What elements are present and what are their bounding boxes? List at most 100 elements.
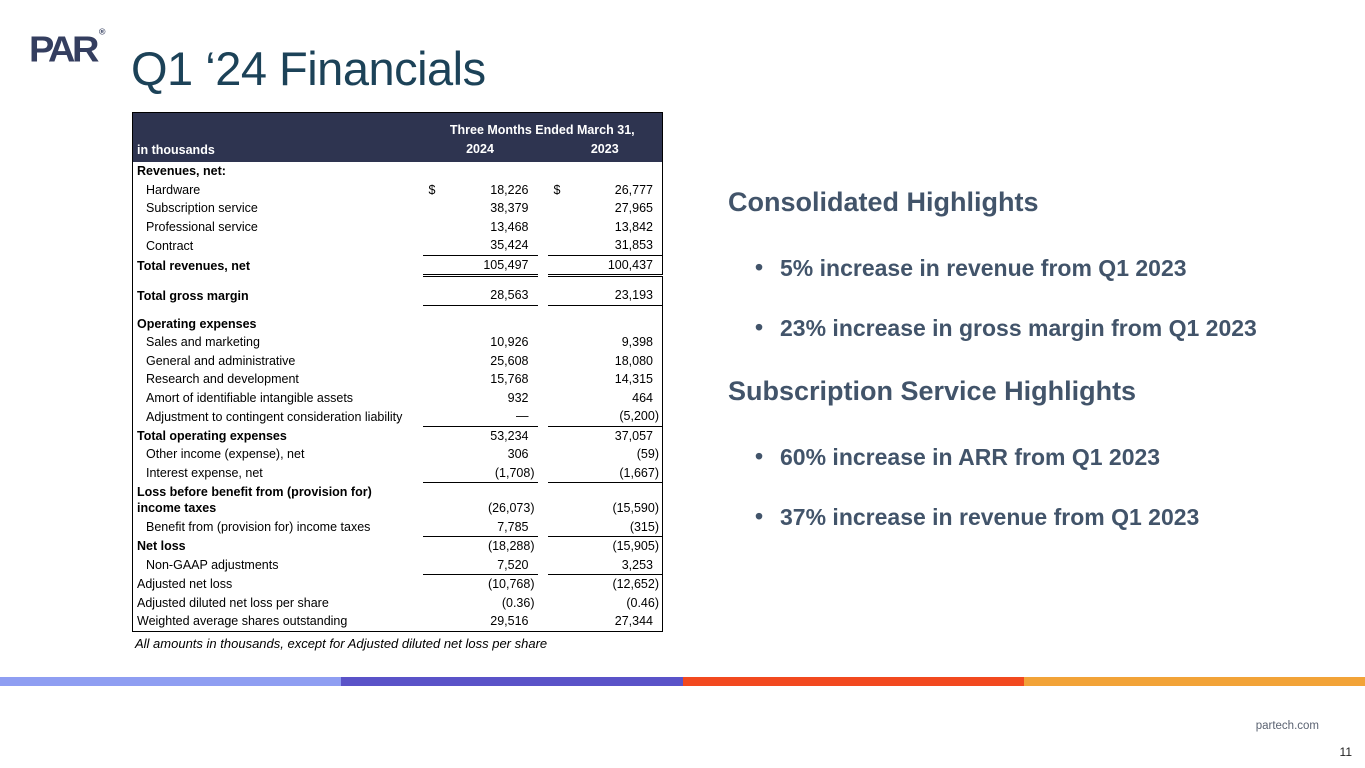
row-label: Weighted average shares outstanding [137,614,348,628]
highlight-bullet: • 5% increase in revenue from Q1 2023 [755,254,1187,281]
column-gutter [538,305,548,333]
highlight-section: Subscription Service Highlights • 60% incr… [728,375,1340,531]
table-row: Operating expenses [133,305,663,333]
header-spacer [132,112,423,140]
column-gutter [538,352,548,371]
row-value: 464 [632,390,653,405]
column-gutter [538,218,548,237]
column-gutter [538,612,548,631]
highlight-heading: Subscription Service Highlights [728,376,1137,406]
table-header: Three Months Ended March 31, in thousand… [132,112,663,162]
row-label: Total operating expenses [137,428,287,443]
table-row: Contract 35,424 31,853 [133,236,663,256]
row-label: Revenues, net: [137,164,226,178]
column-gutter [538,445,548,464]
highlight-bullet: • 23% increase in gross margin from Q1 20… [755,314,1257,341]
stripe-segment-3 [682,677,1024,686]
row-value: 23,193 [547,275,663,306]
bullet-icon: • [755,443,764,469]
row-label: Professional service [146,219,258,234]
row-label: Sales and marketing [146,335,260,349]
column-gutter [538,181,548,200]
row-value: $18,226 [428,182,529,197]
accent-stripe [0,677,1365,686]
table-row: Adjusted diluted net loss per share (0.36… [133,594,663,613]
row-value: 13,842 [614,219,653,234]
highlight-section: Consolidated Highlights • 5% increase in r… [728,186,1340,342]
stripe-segment-2 [341,677,683,686]
row-value: (18,288) [487,539,535,553]
row-value: (1,708) [422,463,538,483]
table-row: Sales and marketing 10,926 9,398 [133,333,663,352]
row-label: Net loss [137,539,186,553]
bullet-icon: • [755,314,764,340]
row-label: Loss before benefit from (provision for)… [137,484,372,516]
table-row: Total gross margin 28,563 23,193 [133,275,663,306]
row-value: (315) [547,517,663,537]
row-value: 27,965 [614,201,653,215]
column-gutter [538,333,548,352]
dollar-sign: $ [553,182,561,197]
row-label: Contract [146,238,194,253]
website-link[interactable]: partech.com [1255,720,1319,732]
row-value: 18,080 [614,353,653,368]
row-value: (26,073) [487,501,535,515]
column-gutter [538,594,548,613]
unit-label: in thousands [132,139,423,162]
row-value: 38,379 [490,201,529,215]
column-gutter [538,162,548,181]
row-label: Adjustment to contingent consideration l… [146,409,403,424]
row-label: Total gross margin [137,288,249,303]
par-logo-text: PAR [29,29,99,71]
row-label: Operating expenses [137,316,257,331]
row-label: General and administrative [146,353,296,368]
row-value: $26,777 [553,182,654,197]
page-number: 11 [1339,745,1352,759]
row-label: Subscription service [146,201,258,215]
bullet-icon: • [755,254,764,280]
row-label: Adjusted net loss [137,577,233,591]
period-header: Three Months Ended March 31, [422,112,663,140]
table-row: Net loss (18,288) (15,905) [133,537,663,556]
table-row: Benefit from (provision for) income taxe… [133,517,663,537]
row-value: (0.36) [501,595,535,610]
column-gutter [538,236,548,255]
row-value [548,162,663,181]
table-row: Adjustment to contingent consideration l… [133,407,663,427]
highlight-heading: Consolidated Highlights [728,187,1039,217]
column-gutter [538,518,548,537]
table-footnote: All amounts in thousands, except for Adj… [135,635,548,651]
row-value: 31,853 [547,236,663,256]
bullet-icon: • [755,503,764,529]
highlights-panel: Consolidated Highlights • 5% increase in r… [728,186,1340,564]
table-row: Loss before benefit from (provision for)… [133,483,663,518]
row-value: 13,468 [490,219,529,234]
row-label: Other income (expense), net [146,447,305,461]
row-value: 7,520 [422,555,538,575]
table-row: Professional service 13,468 13,842 [133,218,663,237]
column-header-2023: 2023 [547,139,663,162]
row-value: 9,398 [621,335,653,349]
row-value: 7,785 [422,517,538,537]
par-logo: PAR ® [29,26,106,71]
table-row: Revenues, net: [133,162,663,181]
highlight-list: • 5% increase in revenue from Q1 2023 • 23%… [728,254,1340,342]
table-row: Interest expense, net (1,708) (1,667) [133,463,663,483]
row-value: (0.46) [626,595,659,610]
row-label: Non-GAAP adjustments [146,558,279,572]
table-row: Amort of identifiable intangible assets 9… [133,389,663,408]
table-row: Adjusted net loss (10,768) (12,652) [133,575,663,594]
row-label: Adjusted diluted net loss per share [137,595,329,610]
column-gutter [538,575,548,594]
row-value: 37,057 [614,428,653,443]
dollar-sign: $ [428,182,436,197]
row-value: 932 [507,390,529,405]
row-value: (12,652) [612,577,659,591]
row-value: (15,905) [612,539,659,553]
registered-mark-icon: ® [98,26,106,37]
stripe-segment-1 [0,677,342,686]
highlight-bullet: • 37% increase in revenue from Q1 2023 [755,503,1200,530]
column-gutter [538,370,548,389]
row-value: 35,424 [422,236,538,256]
